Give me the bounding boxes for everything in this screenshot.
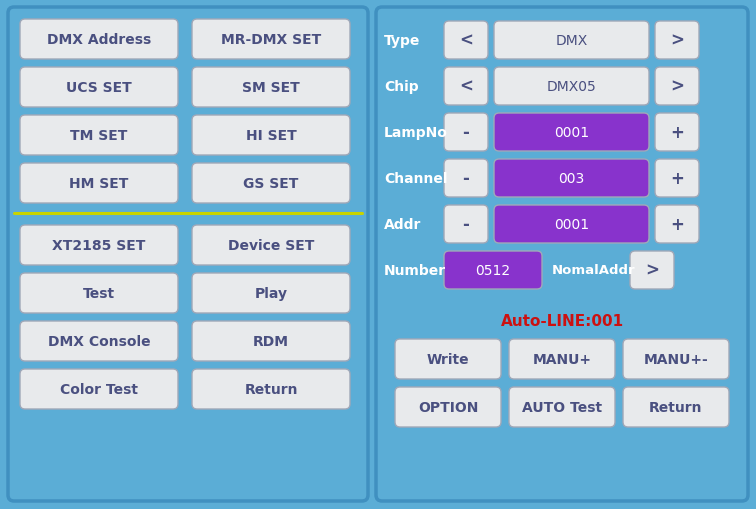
Text: MANU+-: MANU+-: [643, 352, 708, 366]
Text: Channel: Channel: [384, 172, 448, 186]
FancyBboxPatch shape: [494, 160, 649, 197]
Text: Return: Return: [244, 382, 298, 396]
FancyBboxPatch shape: [494, 114, 649, 152]
Text: Return: Return: [649, 400, 703, 414]
Text: +: +: [670, 124, 684, 142]
Text: Color Test: Color Test: [60, 382, 138, 396]
Text: +: +: [670, 216, 684, 234]
FancyBboxPatch shape: [655, 206, 699, 243]
Text: -: -: [463, 216, 469, 234]
Text: 0512: 0512: [476, 264, 510, 277]
Text: Auto-LINE:001: Auto-LINE:001: [500, 314, 624, 329]
Text: DMX: DMX: [556, 34, 587, 48]
Text: UCS SET: UCS SET: [66, 81, 132, 95]
Text: Chip: Chip: [384, 80, 419, 94]
Text: +: +: [670, 169, 684, 188]
FancyBboxPatch shape: [192, 68, 350, 108]
Text: HM SET: HM SET: [70, 177, 129, 191]
Text: Addr: Addr: [384, 217, 421, 232]
Text: Write: Write: [426, 352, 469, 366]
FancyBboxPatch shape: [444, 251, 542, 290]
FancyBboxPatch shape: [444, 114, 488, 152]
Text: OPTION: OPTION: [418, 400, 479, 414]
Text: Play: Play: [255, 287, 287, 300]
Text: Number: Number: [384, 264, 446, 277]
Text: XT2185 SET: XT2185 SET: [52, 239, 146, 252]
Text: <: <: [459, 32, 473, 50]
Text: MANU+: MANU+: [532, 352, 591, 366]
FancyBboxPatch shape: [20, 225, 178, 266]
Text: RDM: RDM: [253, 334, 289, 348]
FancyBboxPatch shape: [395, 387, 501, 427]
FancyBboxPatch shape: [8, 8, 368, 501]
Text: >: >: [670, 32, 684, 50]
Text: Device SET: Device SET: [228, 239, 314, 252]
FancyBboxPatch shape: [623, 340, 729, 379]
FancyBboxPatch shape: [20, 273, 178, 314]
Text: HI SET: HI SET: [246, 129, 296, 143]
FancyBboxPatch shape: [20, 68, 178, 108]
FancyBboxPatch shape: [376, 8, 748, 501]
Text: GS SET: GS SET: [243, 177, 299, 191]
Text: <: <: [459, 78, 473, 96]
Text: >: >: [645, 262, 659, 279]
FancyBboxPatch shape: [192, 369, 350, 409]
FancyBboxPatch shape: [20, 164, 178, 204]
Text: SM SET: SM SET: [242, 81, 300, 95]
Text: -: -: [463, 169, 469, 188]
FancyBboxPatch shape: [192, 321, 350, 361]
FancyBboxPatch shape: [444, 206, 488, 243]
Text: DMX Address: DMX Address: [47, 33, 151, 47]
Text: DMX05: DMX05: [547, 80, 596, 94]
Text: NomalAddr: NomalAddr: [552, 264, 636, 277]
Text: DMX Console: DMX Console: [48, 334, 150, 348]
FancyBboxPatch shape: [192, 273, 350, 314]
FancyBboxPatch shape: [20, 321, 178, 361]
FancyBboxPatch shape: [494, 68, 649, 106]
FancyBboxPatch shape: [444, 68, 488, 106]
Text: TM SET: TM SET: [70, 129, 128, 143]
Text: 0001: 0001: [554, 217, 589, 232]
Text: Test: Test: [83, 287, 115, 300]
Text: 0001: 0001: [554, 126, 589, 140]
FancyBboxPatch shape: [192, 116, 350, 156]
Text: Type: Type: [384, 34, 420, 48]
FancyBboxPatch shape: [494, 22, 649, 60]
FancyBboxPatch shape: [192, 164, 350, 204]
FancyBboxPatch shape: [623, 387, 729, 427]
FancyBboxPatch shape: [444, 22, 488, 60]
FancyBboxPatch shape: [20, 20, 178, 60]
Text: MR-DMX SET: MR-DMX SET: [221, 33, 321, 47]
Text: LampNo: LampNo: [384, 126, 448, 140]
FancyBboxPatch shape: [494, 206, 649, 243]
FancyBboxPatch shape: [655, 22, 699, 60]
Text: AUTO Test: AUTO Test: [522, 400, 602, 414]
FancyBboxPatch shape: [509, 387, 615, 427]
Text: >: >: [670, 78, 684, 96]
FancyBboxPatch shape: [20, 116, 178, 156]
FancyBboxPatch shape: [395, 340, 501, 379]
FancyBboxPatch shape: [509, 340, 615, 379]
FancyBboxPatch shape: [20, 369, 178, 409]
Text: -: -: [463, 124, 469, 142]
FancyBboxPatch shape: [192, 225, 350, 266]
FancyBboxPatch shape: [192, 20, 350, 60]
FancyBboxPatch shape: [655, 160, 699, 197]
FancyBboxPatch shape: [655, 68, 699, 106]
Text: 003: 003: [559, 172, 584, 186]
FancyBboxPatch shape: [655, 114, 699, 152]
FancyBboxPatch shape: [444, 160, 488, 197]
FancyBboxPatch shape: [630, 251, 674, 290]
